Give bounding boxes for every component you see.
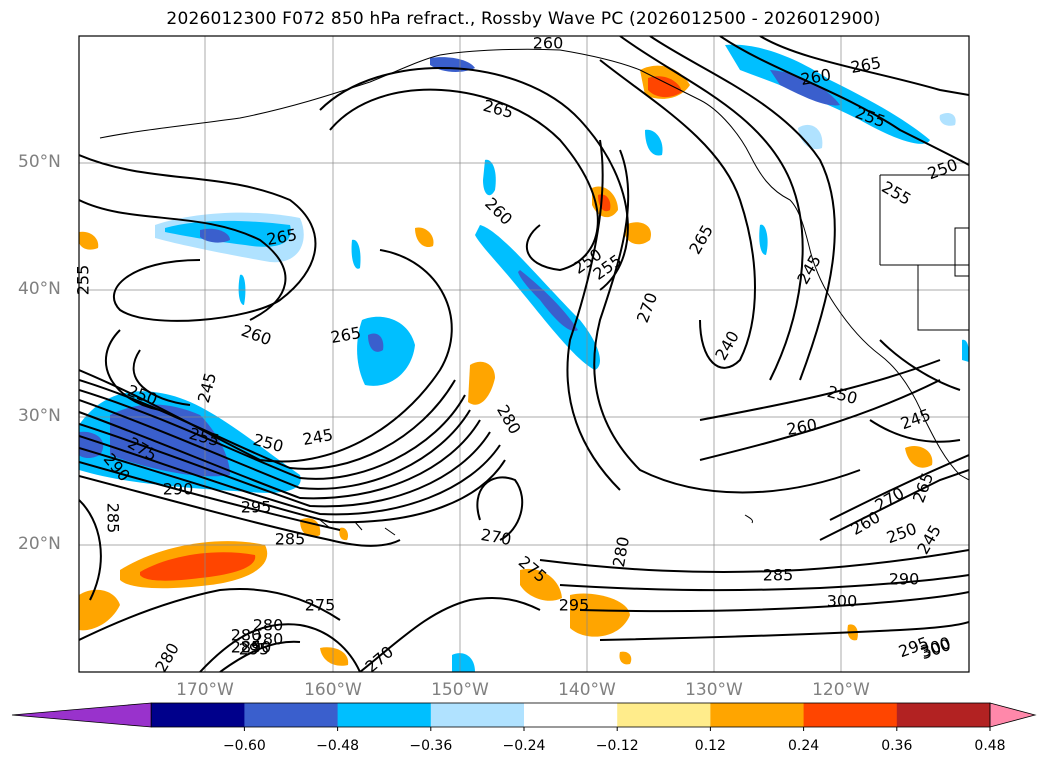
colorbar-tick-label: 0.24	[788, 738, 820, 754]
contour-label: 280	[253, 616, 284, 635]
colorbar-tick-label: −0.48	[316, 738, 360, 754]
contour-label: 300	[827, 592, 858, 611]
lon-label: 150°W	[431, 680, 489, 700]
lon-label: 170°W	[176, 680, 234, 700]
colorbar-tick-label: −0.36	[409, 738, 453, 754]
contour-label: 285	[104, 503, 123, 534]
colorbar-arrow-right	[989, 702, 1037, 728]
contour-label: 295	[239, 640, 270, 659]
colorbar-segment	[803, 703, 898, 727]
contour-label: 260	[533, 34, 564, 53]
colorbar-segment	[617, 703, 711, 727]
contour-label: 285	[275, 530, 306, 549]
contour-label: 255	[74, 265, 93, 296]
lon-label: 140°W	[558, 680, 616, 700]
contour-label: 280	[231, 626, 262, 645]
colorbar-tick-label: −0.12	[595, 738, 639, 754]
colorbar-tick-label: 0.36	[881, 738, 913, 754]
contour-label: 290	[889, 570, 920, 589]
coastlines	[99, 48, 969, 536]
colorbar-segment	[524, 703, 618, 727]
lon-label: 160°W	[304, 680, 362, 700]
contour-lines	[79, 36, 969, 672]
colorbar-tick-label: −0.60	[222, 738, 266, 754]
colorbar-tick-label: 0.12	[694, 738, 726, 754]
colorbar-frame	[150, 702, 991, 728]
lat-label: 30°N	[18, 406, 61, 426]
contour-label: 295	[241, 498, 272, 517]
colorbar-tick-label: 0.48	[974, 738, 1006, 754]
lat-label: 40°N	[18, 279, 61, 299]
lat-label: 50°N	[18, 152, 61, 172]
lon-label: 120°W	[812, 680, 870, 700]
colorbar-arrow-left	[11, 702, 152, 728]
colorbar-segment	[151, 703, 245, 727]
contour-label: 290	[163, 480, 194, 499]
contour-label: 285	[763, 566, 794, 585]
colorbar-segment	[244, 703, 339, 727]
lon-label: 130°W	[685, 680, 743, 700]
contour-label: 290	[241, 638, 272, 657]
contour-label: 280	[253, 630, 284, 649]
contour-label: 275	[305, 596, 336, 615]
colorbar-segment	[896, 703, 991, 727]
lat-label: 20°N	[18, 534, 61, 554]
contour-label: 295	[559, 596, 590, 615]
contour-label: 285	[231, 638, 262, 657]
colorbar-segment	[337, 703, 432, 727]
map-title: 2026012300 F072 850 hPa refract., Rossby…	[166, 9, 881, 29]
colorbar-tick-label: −0.24	[502, 738, 546, 754]
colorbar-segment	[710, 703, 805, 727]
colorbar-segment	[430, 703, 525, 727]
map-frame	[78, 35, 970, 673]
